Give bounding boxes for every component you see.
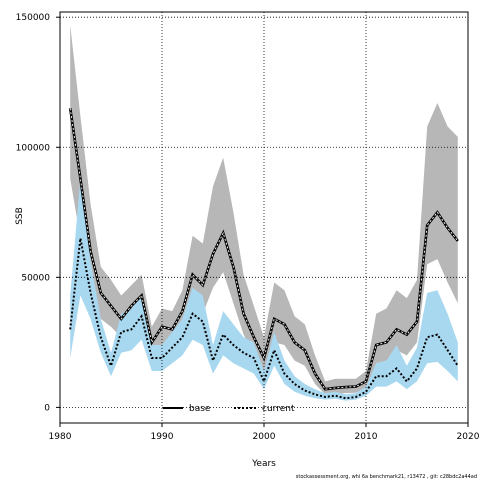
- series-lines: [68, 108, 459, 400]
- legend-base-label: base: [189, 404, 211, 414]
- legend: base current: [163, 404, 295, 414]
- x-tick-label-1990: 1990: [151, 432, 174, 442]
- x-axis-title: Years: [251, 459, 276, 469]
- y-tick-label-50000: 50000: [21, 273, 50, 283]
- confidence-bands: [70, 25, 458, 401]
- x-tick-label-1980: 1980: [49, 432, 72, 442]
- legend-current-label: current: [262, 404, 295, 414]
- y-tick-label-0: 0: [44, 403, 50, 413]
- line-base-overlay: [69, 108, 459, 390]
- x-axis: 1980 1990 2000 2010 2020: [49, 423, 480, 442]
- footer-credit: stockassessment.org, whi 6a benchmark21,…: [296, 474, 477, 480]
- x-tick-label-2010: 2010: [355, 432, 378, 442]
- x-tick-label-2020: 2020: [457, 432, 480, 442]
- line-current: [69, 238, 459, 400]
- x-tick-label-2000: 2000: [253, 432, 276, 442]
- y-axis-title: SSB: [15, 207, 25, 225]
- y-tick-label-100000: 100000: [16, 143, 51, 153]
- y-tick-label-150000: 150000: [16, 13, 51, 23]
- band-current: [70, 178, 458, 401]
- y-axis: 0 50000 100000 150000: [16, 13, 60, 413]
